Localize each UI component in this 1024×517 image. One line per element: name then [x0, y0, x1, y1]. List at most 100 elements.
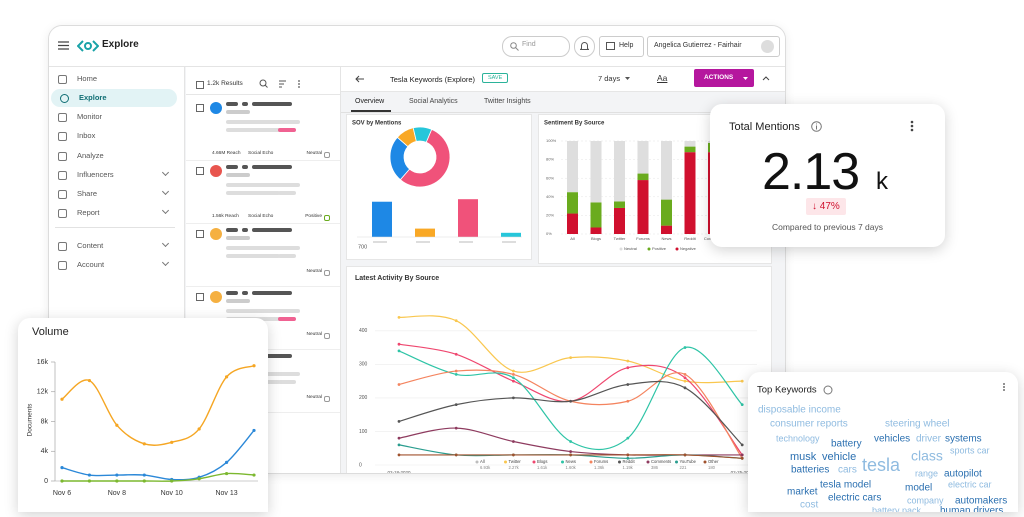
- metric-value: 2.13: [762, 143, 860, 201]
- search-box[interactable]: Find: [502, 36, 570, 57]
- menu-icon[interactable]: [58, 41, 69, 50]
- text-placeholder: [502, 241, 516, 243]
- bell-icon: [580, 42, 589, 50]
- nav-item[interactable]: Inbox: [49, 127, 177, 145]
- y-tick-label: 8k: [41, 418, 49, 425]
- data-point: [626, 399, 630, 403]
- nav-item[interactable]: Influencers: [49, 166, 177, 184]
- legend-label: Forums: [594, 459, 608, 464]
- bar: [501, 232, 521, 237]
- divider: [186, 94, 340, 95]
- kebab-menu[interactable]: [910, 120, 914, 132]
- divider: [186, 223, 340, 224]
- y-axis-title: Documents: [27, 403, 34, 437]
- nav-label: Inbox: [77, 131, 96, 140]
- x-tick-label: 02-25-2020: [731, 470, 755, 474]
- nav-item-active[interactable]: Explore: [51, 89, 177, 107]
- x-tick-label: Nov 6: [53, 490, 71, 497]
- text-placeholder: [226, 110, 250, 114]
- activity-chart: Latest Activity By Source 0 100 200 300 400 0…: [355, 275, 757, 474]
- data-point: [397, 349, 401, 353]
- notifications[interactable]: [574, 36, 595, 57]
- data-point: [626, 383, 630, 386]
- user-menu[interactable]: Angelica Gutierrez - Fairhair: [647, 36, 780, 57]
- data-point: [397, 443, 401, 447]
- tab[interactable]: Social Analytics: [409, 98, 458, 105]
- nav-item[interactable]: Account: [49, 256, 177, 274]
- save-button[interactable]: SAVE: [482, 73, 509, 83]
- select-all[interactable]: [196, 81, 204, 89]
- keyword: autopilot: [944, 469, 982, 480]
- search-placeholder: Find: [522, 41, 536, 48]
- legend-dot: [703, 460, 707, 464]
- volume-chart: Volume Documents 0 4k 8k 12k 16k Nov 6 Nov 8 No…: [27, 326, 258, 497]
- search-icon: [510, 42, 519, 51]
- nav-label: Influencers: [77, 170, 114, 179]
- text-placeholder: [252, 354, 292, 358]
- info-icon[interactable]: [811, 121, 822, 132]
- text-placeholder: [226, 246, 300, 250]
- tab-active[interactable]: Overview: [355, 98, 385, 105]
- data-point: [626, 456, 630, 460]
- back-button[interactable]: [355, 75, 365, 83]
- data-point: [170, 479, 174, 483]
- kebab-menu[interactable]: [1003, 389, 1005, 391]
- x-tick-label: All: [570, 236, 575, 241]
- data-point: [740, 453, 744, 457]
- y-tick-label: 80%: [546, 157, 554, 162]
- reach: 4.66M Reach: [212, 151, 241, 156]
- legend-label: News: [566, 459, 576, 464]
- nav-item[interactable]: Monitor: [49, 108, 177, 126]
- row-checkbox: [196, 104, 204, 112]
- keyword: systems: [945, 434, 982, 445]
- tab[interactable]: Twitter Insights: [484, 98, 531, 105]
- text-placeholder: [226, 173, 250, 177]
- nav-item[interactable]: Analyze: [49, 147, 177, 165]
- keyword: steering wheel: [885, 419, 949, 430]
- data-point: [252, 473, 256, 477]
- font-toggle[interactable]: Aa: [657, 73, 668, 83]
- legend-dot: [675, 460, 678, 464]
- donut-segment: [399, 128, 451, 188]
- nav-item[interactable]: Content: [49, 237, 177, 255]
- y-tick-label: 100: [359, 429, 368, 435]
- text-placeholder: [252, 291, 292, 295]
- row-checkbox: [196, 293, 204, 301]
- x-tick-label: Reddit: [684, 236, 696, 241]
- keyword: range: [915, 468, 938, 478]
- data-point: [397, 383, 401, 386]
- toolbar: Tesla Keywords (Explore) SAVE 7 days Aa …: [341, 67, 785, 92]
- x-tick-label: Blogs: [591, 236, 601, 241]
- nav-item[interactable]: Share: [49, 185, 177, 203]
- help-button[interactable]: Help: [599, 36, 644, 57]
- nav-item[interactable]: Home: [49, 70, 177, 88]
- text-placeholder: [226, 299, 250, 303]
- collapse[interactable]: [762, 75, 770, 81]
- info-icon[interactable]: [823, 385, 833, 395]
- text-placeholder: [226, 102, 238, 106]
- keyword: battery pack: [872, 505, 922, 512]
- y-tick-label: 40%: [546, 194, 554, 199]
- date-range[interactable]: 7 days: [598, 74, 621, 83]
- list-tools[interactable]: [259, 79, 329, 89]
- legend-total: 1.61k: [537, 465, 548, 470]
- sentiment-dot: [324, 152, 330, 158]
- y-tick-label: 60%: [546, 175, 554, 180]
- legend-label: Other: [708, 459, 719, 464]
- kebab-menu[interactable]: [1003, 383, 1005, 385]
- keywords-card: Top Keywords disposable income steering w…: [748, 372, 1018, 517]
- nav-label: Monitor: [77, 112, 103, 121]
- legend-total: 386: [651, 465, 659, 470]
- stacked-bar: [590, 227, 602, 234]
- actions-button[interactable]: ACTIONS: [694, 69, 754, 87]
- keyword: sports car: [950, 445, 990, 455]
- data-point: [142, 442, 146, 446]
- legend-total: 6.93k: [480, 465, 491, 470]
- total-mentions-card: Total Mentions 2.13 k ↓ 47% Compared to …: [710, 104, 945, 247]
- nav-label: Home: [77, 74, 98, 83]
- nav-label: Share: [77, 189, 98, 198]
- kebab-menu[interactable]: [1003, 386, 1005, 388]
- nav-item[interactable]: Report: [49, 204, 177, 222]
- legend-label: Reddit: [623, 459, 636, 464]
